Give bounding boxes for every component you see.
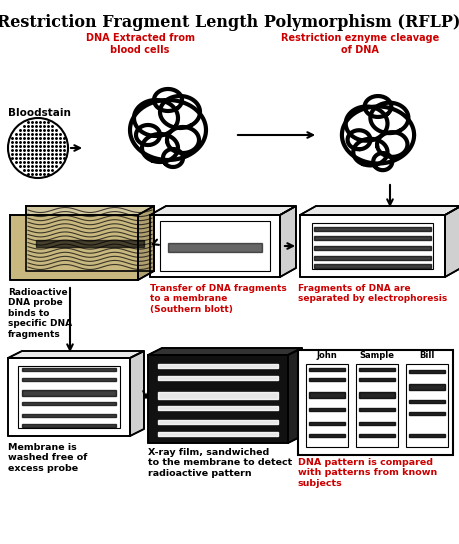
- Bar: [356, 364, 398, 447]
- Bar: [22, 424, 116, 427]
- Polygon shape: [148, 355, 288, 443]
- Text: John: John: [317, 351, 337, 360]
- Bar: [406, 364, 448, 447]
- Text: DNA pattern is compared
with patterns from known
subjects: DNA pattern is compared with patterns fr…: [298, 458, 437, 488]
- Polygon shape: [8, 351, 144, 358]
- Bar: [314, 264, 431, 268]
- Bar: [168, 243, 262, 252]
- Text: Membrane is
washed free of
excess probe: Membrane is washed free of excess probe: [8, 443, 87, 473]
- Bar: [309, 422, 345, 425]
- Bar: [314, 256, 431, 260]
- Text: Fragments of DNA are
separated by electrophoresis: Fragments of DNA are separated by electr…: [298, 284, 447, 304]
- Polygon shape: [150, 215, 280, 277]
- Bar: [36, 240, 144, 247]
- Bar: [22, 368, 116, 371]
- Polygon shape: [148, 348, 302, 355]
- Polygon shape: [300, 206, 459, 215]
- Bar: [409, 370, 445, 373]
- Text: DNA Extracted from
blood cells: DNA Extracted from blood cells: [85, 33, 195, 54]
- Bar: [18, 366, 120, 428]
- Polygon shape: [288, 348, 302, 443]
- Bar: [359, 378, 395, 381]
- Bar: [158, 420, 278, 423]
- Bar: [312, 223, 433, 269]
- Bar: [314, 227, 431, 231]
- Bar: [359, 368, 395, 371]
- Polygon shape: [300, 215, 445, 277]
- Text: Restriction eznyme cleavage
of DNA: Restriction eznyme cleavage of DNA: [281, 33, 439, 54]
- Bar: [314, 246, 431, 250]
- Bar: [158, 406, 278, 410]
- Bar: [160, 221, 270, 271]
- Bar: [309, 434, 345, 437]
- Polygon shape: [280, 206, 296, 277]
- Polygon shape: [8, 358, 130, 436]
- Bar: [22, 390, 116, 396]
- Bar: [409, 434, 445, 437]
- Bar: [359, 408, 395, 411]
- Text: X-ray film, sandwiched
to the membrane to detect
radioactive pattern: X-ray film, sandwiched to the membrane t…: [148, 448, 292, 478]
- Bar: [409, 412, 445, 415]
- Polygon shape: [138, 206, 154, 280]
- Bar: [359, 434, 395, 437]
- Bar: [309, 392, 345, 398]
- Text: Radioactive
DNA probe
binds to
specific DNA
fragments: Radioactive DNA probe binds to specific …: [8, 288, 72, 338]
- Bar: [158, 364, 278, 368]
- Bar: [359, 422, 395, 425]
- Bar: [409, 384, 445, 390]
- Bar: [409, 400, 445, 403]
- Bar: [22, 378, 116, 381]
- Text: Restriction Fragment Length Polymorphism (RFLP): Restriction Fragment Length Polymorphism…: [0, 14, 459, 31]
- Bar: [158, 432, 278, 436]
- Bar: [314, 236, 431, 240]
- Text: Sample: Sample: [359, 351, 394, 360]
- Bar: [298, 350, 453, 455]
- Polygon shape: [130, 351, 144, 436]
- Polygon shape: [10, 215, 138, 280]
- Text: Bill: Bill: [420, 351, 435, 360]
- Polygon shape: [445, 206, 459, 277]
- Bar: [309, 408, 345, 411]
- Bar: [306, 364, 348, 447]
- Text: Transfer of DNA fragments
to a membrane
(Southern blott): Transfer of DNA fragments to a membrane …: [150, 284, 287, 314]
- Text: Bloodstain: Bloodstain: [8, 108, 71, 118]
- Bar: [22, 402, 116, 405]
- Bar: [309, 368, 345, 371]
- Bar: [158, 376, 278, 380]
- Bar: [359, 392, 395, 398]
- Circle shape: [8, 118, 68, 178]
- Bar: [22, 414, 116, 417]
- Bar: [309, 378, 345, 381]
- Polygon shape: [26, 206, 154, 271]
- Polygon shape: [150, 206, 296, 215]
- Bar: [158, 392, 278, 399]
